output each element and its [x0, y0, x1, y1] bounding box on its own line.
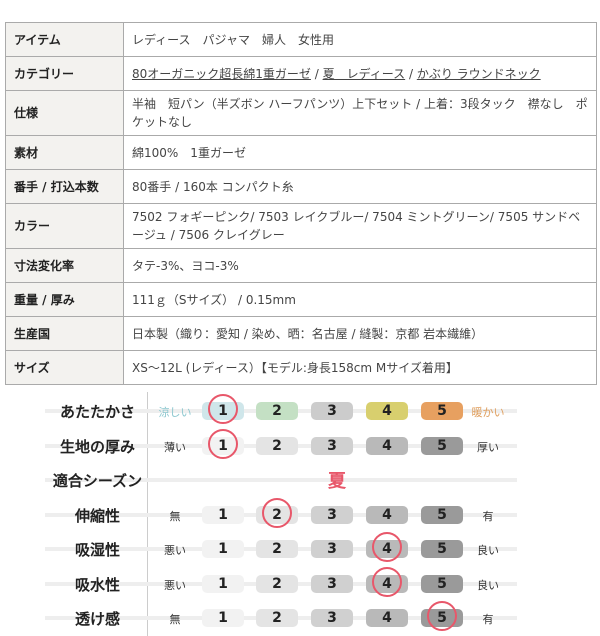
scale-pill: 3: [311, 609, 353, 627]
rating-row: 適合シーズン 夏: [0, 463, 600, 497]
rating-label: 透け感: [74, 610, 120, 628]
spec-value: 半袖 短パン（半ズボン ハーフパンツ）上下セット / 上着：3段タック 襟なし …: [123, 90, 597, 136]
rating-label: 適合シーズン: [52, 472, 143, 490]
rating-label: あたたかさ: [59, 403, 135, 421]
category-link[interactable]: かぶり ラウンドネック: [416, 66, 541, 81]
spec-value: 80番手 / 160本 コンパクト糸: [123, 169, 597, 204]
scale-pill: 5: [421, 574, 463, 593]
spec-value: レディース パジャマ 婦人 女性用: [123, 22, 597, 57]
spec-value: 綿100% 1重ガーゼ: [123, 135, 597, 170]
scale-high-label: 厚い: [477, 440, 499, 454]
spec-row: アイテム レディース パジャマ 婦人 女性用: [5, 22, 597, 57]
spec-value: 日本製（織り：愛知 / 染め、晒：名古屋 / 縫製：京都 岩本繊維）: [123, 316, 597, 351]
spec-value: XS～12L (レディース）【モデル:身長158cm Mサイズ着用】: [123, 350, 597, 385]
spec-row: 素材 綿100% 1重ガーゼ: [5, 135, 597, 170]
category-link[interactable]: 夏 レディース: [322, 66, 406, 81]
spec-value: 7502 フォギーピンク/ 7503 レイクブルー/ 7504 ミントグリーン/…: [123, 203, 597, 249]
spec-row: 仕様 半袖 短パン（半ズボン ハーフパンツ）上下セット / 上着：3段タック 襟な…: [5, 90, 597, 136]
scale-pill: 4: [366, 402, 408, 420]
rating-row: 吸湿性 悪い 良い 1 2 3 4 5: [0, 532, 600, 566]
spec-key: 番手 / 打込本数: [5, 169, 124, 204]
spec-key: サイズ: [5, 350, 124, 385]
scale-pill: 5: [421, 505, 463, 524]
rating-chart: あたたかさ 涼しい 暖かい 1 2 3 4 5 生地の厚み 薄い 厚い 1 2 3 4 5 適合シーズン夏伸縮性…: [0, 392, 600, 636]
separator: /: [310, 66, 323, 81]
spec-row: カラー 7502 フォギーピンク/ 7503 レイクブルー/ 7504 ミントグリ…: [5, 203, 597, 249]
selected-circle: [262, 497, 292, 528]
scale-pill: 2: [256, 540, 298, 558]
rating-row: あたたかさ 涼しい 暖かい 1 2 3 4 5: [0, 394, 600, 428]
scale-low-label: 悪い: [164, 578, 186, 592]
scale-high-label: 良い: [477, 578, 499, 592]
category-link[interactable]: 80オーガニック超長綿1重ガーゼ: [132, 66, 311, 81]
scale-pill: 4: [366, 436, 408, 455]
scale-pill: 2: [256, 436, 298, 455]
scale-pill: 5: [421, 540, 463, 558]
selected-circle: [372, 532, 402, 562]
scale-pill: 1: [202, 540, 244, 558]
rating-label: 吸湿性: [74, 541, 120, 559]
spec-value: 111ｇ（Sサイズ） / 0.15mm: [123, 282, 597, 317]
scale-pill: 4: [366, 505, 408, 524]
spec-row: 生産国 日本製（織り：愛知 / 染め、晒：名古屋 / 縫製：京都 岩本繊維）: [5, 316, 597, 351]
spec-row: 重量 / 厚み 111ｇ（Sサイズ） / 0.15mm: [5, 282, 597, 317]
rating-row: 伸縮性無有 1 2 3 4 5: [0, 497, 600, 532]
scale-pill: 3: [311, 505, 353, 524]
scale-pill: 5: [421, 402, 463, 420]
spec-key: カテゴリー: [5, 56, 124, 91]
scale-pill: 3: [311, 540, 353, 558]
spec-row: 番手 / 打込本数 80番手 / 160本 コンパクト糸: [5, 169, 597, 204]
rating-label: 生地の厚み: [59, 437, 135, 456]
spec-key: 生産国: [5, 316, 124, 351]
scale-high-label: 有: [482, 613, 494, 626]
scale-pill: 2: [256, 609, 298, 627]
scale-pill: 1: [202, 574, 244, 593]
selected-circle: [427, 601, 457, 631]
selected-circle: [372, 566, 402, 597]
spec-key: カラー: [5, 203, 124, 249]
scale-high-label: 有: [482, 509, 494, 523]
rating-row: 透け感無有 1 2 3 4 5: [0, 601, 600, 635]
spec-key: 仕様: [5, 90, 124, 136]
spec-row: 寸法変化率 タテ-3%、ヨコ-3%: [5, 248, 597, 283]
spec-key: 素材: [5, 135, 124, 170]
selected-circle: [208, 394, 238, 424]
scale-pill: 3: [311, 436, 353, 455]
scale-pill: 1: [202, 505, 244, 524]
scale-pill: 3: [311, 574, 353, 593]
scale-pill: 1: [202, 609, 244, 627]
scale-high-label: 暖かい: [471, 406, 505, 419]
scale-pill: 4: [366, 609, 408, 627]
selected-circle: [208, 428, 238, 459]
separator: /: [405, 66, 417, 81]
spec-row: サイズ XS～12L (レディース）【モデル:身長158cm Mサイズ着用】: [5, 350, 597, 385]
spec-value: タテ-3%、ヨコ-3%: [123, 248, 597, 283]
scale-low-label: 悪い: [164, 544, 186, 557]
spec-row: カテゴリー 80オーガニック超長綿1重ガーゼ / 夏 レディース / かぶり ラウ…: [5, 56, 597, 91]
scale-pill: 3: [311, 402, 353, 420]
track: [45, 478, 517, 482]
season-value: 夏: [328, 471, 346, 492]
scale-low-label: 涼しい: [158, 406, 192, 419]
scale-pill: 2: [256, 402, 298, 420]
spec-key: 重量 / 厚み: [5, 282, 124, 317]
scale-low-label: 無: [169, 509, 181, 523]
scale-pill: 2: [256, 574, 298, 593]
spec-key: アイテム: [5, 22, 124, 57]
scale-low-label: 無: [169, 613, 181, 626]
rating-label: 伸縮性: [74, 506, 120, 525]
spec-table: アイテム レディース パジャマ 婦人 女性用 カテゴリー 80オーガニック超長綿1重ガ…: [5, 22, 597, 385]
scale-low-label: 薄い: [164, 440, 186, 454]
scale-high-label: 良い: [477, 544, 499, 557]
rating-row: 吸水性 悪い 良い 1 2 3 4 5: [0, 566, 600, 601]
rating-row: 生地の厚み 薄い 厚い 1 2 3 4 5: [0, 428, 600, 463]
scale-pill: 5: [421, 436, 463, 455]
rating-label: 吸水性: [74, 575, 120, 594]
spec-key: 寸法変化率: [5, 248, 124, 283]
spec-value: 80オーガニック超長綿1重ガーゼ / 夏 レディース / かぶり ラウンドネック: [123, 56, 597, 91]
